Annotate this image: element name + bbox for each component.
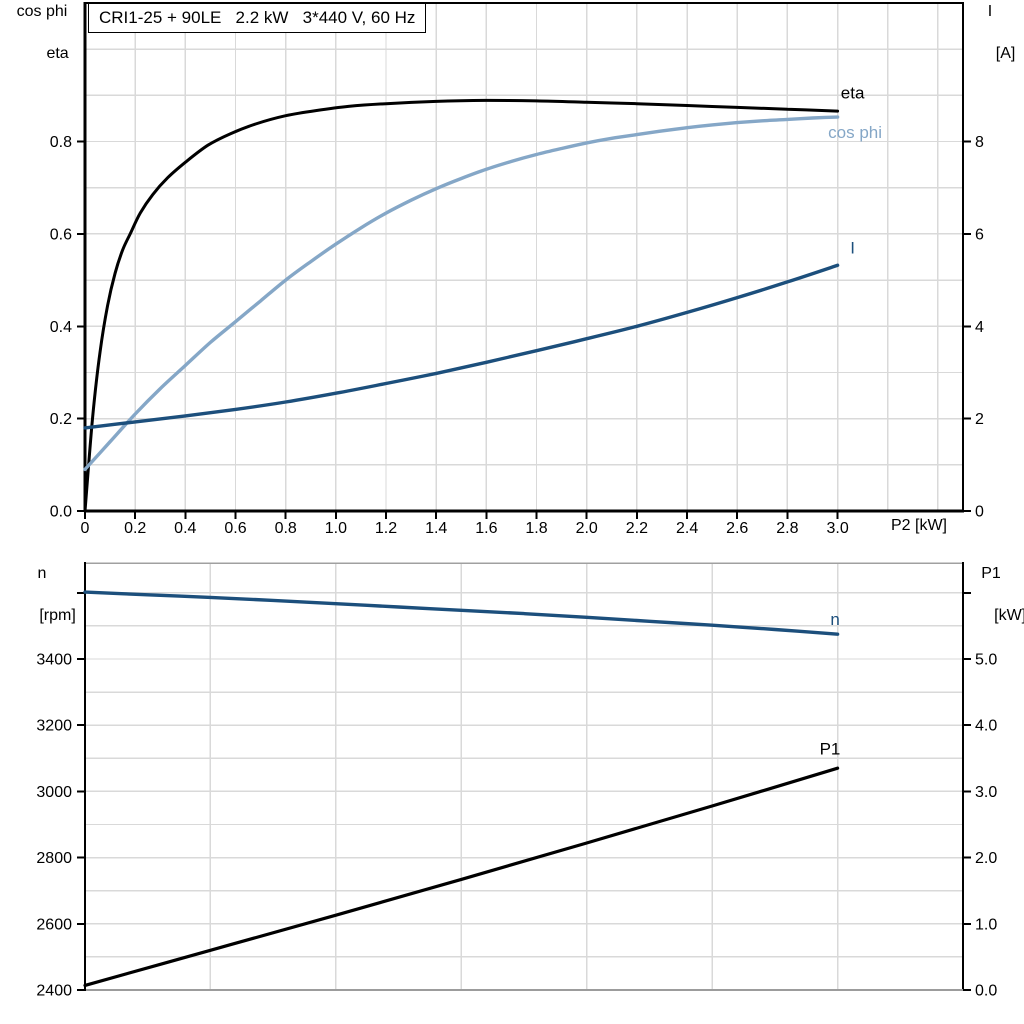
left-axis-tick-label: 2800	[36, 850, 72, 867]
x-axis-tick-label: 1.2	[375, 520, 397, 537]
left-axis-tick-label: 0.0	[50, 504, 72, 521]
x-axis-tick-label: 1.8	[525, 520, 547, 537]
right-axis-tick-label: 4.0	[975, 718, 997, 735]
curve-label-n: n	[830, 610, 839, 629]
left-axis-tick-label: 2600	[36, 916, 72, 933]
curve-cos-phi	[83, 115, 840, 472]
x-axis-tick-label: 0.2	[124, 520, 146, 537]
axis-title-line: eta	[46, 45, 69, 62]
x-axis-tick-label: 1.4	[425, 520, 447, 537]
x-axis-tick-label: 2.4	[676, 520, 698, 537]
left-axis-tick-label: 0.6	[50, 226, 72, 243]
left-axis-tick-label: 3200	[36, 718, 72, 735]
axis-title-line: I	[987, 3, 993, 20]
axis-title-line: n	[37, 565, 47, 582]
right-axis-tick-label: 1.0	[975, 916, 997, 933]
left-axis-tick-label: 2400	[36, 983, 72, 1000]
curve-I	[83, 263, 840, 430]
x-axis-tick-label: 0.6	[224, 520, 246, 537]
axis-title-line: [A]	[995, 45, 1016, 62]
x-axis-tick-label: 2.0	[576, 520, 598, 537]
left-axis-tick-label: 0.2	[50, 411, 72, 428]
x-axis-tick-label: 0.4	[174, 520, 196, 537]
curve-label-cos-phi: cos phi	[828, 123, 882, 142]
left-axis-tick-label: 0.8	[50, 134, 72, 151]
left-axis-title-top-chart: cos phi eta	[7, 1, 77, 64]
right-axis-tick-label: 8	[975, 134, 984, 151]
x-axis-tick-label: 1.6	[475, 520, 497, 537]
curve-label-eta: eta	[841, 84, 865, 103]
right-axis-tick-label: 0.0	[975, 983, 997, 1000]
axis-title-line: P1	[981, 565, 1001, 582]
curve-label-I: I	[850, 238, 855, 257]
axis-title-line: [kW]	[994, 607, 1024, 624]
x-axis-tick-label: 2.8	[776, 520, 798, 537]
x-axis-tick-label: 3.0	[826, 520, 848, 537]
right-axis-tick-label: 4	[975, 319, 984, 336]
right-axis-tick-label: 6	[975, 226, 984, 243]
chart-title-box: CRI1-25 + 90LE 2.2 kW 3*440 V, 60 Hz	[88, 3, 427, 33]
x-axis-tick-label: 0	[81, 520, 90, 537]
left-axis-tick-label: 0.4	[50, 319, 72, 336]
left-axis-tick-label: 3400	[36, 652, 72, 669]
left-axis-title-bottom-chart: n [rpm]	[7, 563, 77, 626]
x-axis-tick-label: 2.6	[726, 520, 748, 537]
curve-n	[83, 590, 840, 636]
x-axis-title: P2 [kW]	[890, 517, 947, 534]
x-axis-tick-label: 2.2	[626, 520, 648, 537]
curve-P1	[83, 766, 840, 987]
right-axis-tick-label: 3.0	[975, 784, 997, 801]
top-chart: 0.0 0.2 0.4 0.6 0.8 0 2 4 6 8 0 0.2 0.4 0.6 0.8 1.0 1.2 1…	[50, 2, 984, 537]
bottom-chart: 2400 2600 2800 3000 3200 3400 0.0 1.0 2.0 3.0 4.0 5…	[36, 562, 997, 1000]
axis-title-line: cos phi	[16, 3, 68, 20]
curve-eta	[83, 98, 840, 513]
right-axis-tick-label: 5.0	[975, 652, 997, 669]
curve-label-P1: P1	[820, 740, 841, 759]
x-axis-tick-label: 1.0	[325, 520, 347, 537]
right-axis-tick-label: 2.0	[975, 850, 997, 867]
right-axis-tick-label: 0	[975, 504, 984, 521]
right-axis-tick-label: 2	[975, 411, 984, 428]
right-axis-title-top-chart: I [A]	[963, 1, 1017, 64]
right-axis-title-bottom-chart: P1 [kW]	[963, 563, 1024, 626]
left-axis-tick-label: 3000	[36, 784, 72, 801]
axis-title-line: [rpm]	[39, 607, 76, 624]
x-axis-tick-label: 0.8	[275, 520, 297, 537]
